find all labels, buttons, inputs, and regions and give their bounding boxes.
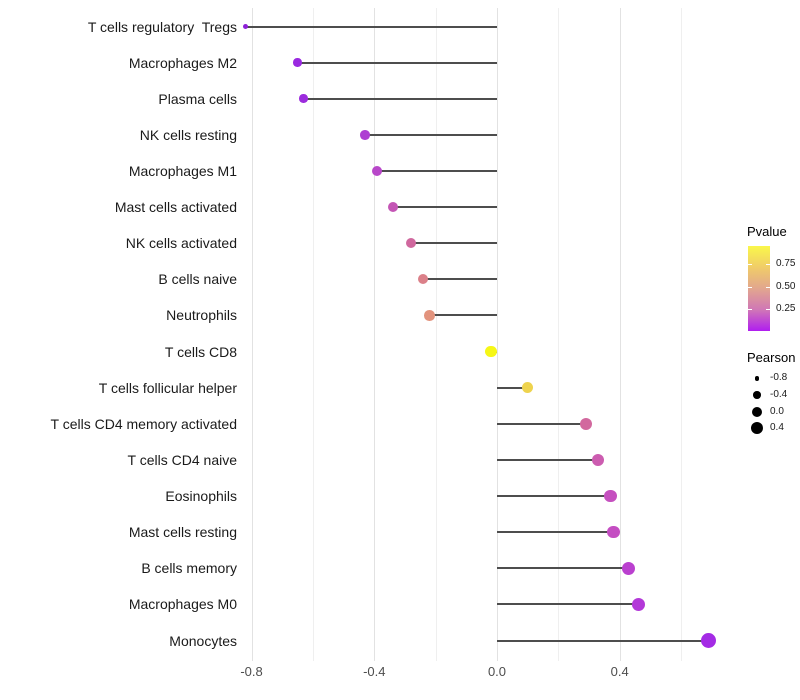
- y-axis-label: T cells CD4 naive: [127, 451, 237, 468]
- y-axis-label: T cells CD4 memory activated: [50, 415, 237, 432]
- y-axis-label: NK cells resting: [139, 126, 237, 143]
- pvalue-tick-label: 0.25: [776, 303, 796, 315]
- lollipop-dot: [622, 561, 636, 575]
- x-axis-tick-label: -0.8: [240, 664, 263, 679]
- pearson-size-label: 0.4: [770, 422, 784, 434]
- pearson-size-label: -0.4: [770, 389, 788, 400]
- lollipop-dot: [360, 130, 370, 140]
- lollipop-dot: [701, 633, 717, 649]
- lollipop-segment: [497, 458, 599, 461]
- pearson-legend-title: Pearson: [747, 350, 796, 365]
- y-axis-label: Mast cells activated: [114, 199, 237, 216]
- lollipop-segment: [303, 97, 497, 100]
- lollipop-segment: [392, 206, 497, 209]
- y-axis-label: Macrophages M0: [128, 596, 237, 613]
- major-gridline: [497, 8, 498, 661]
- major-gridline: [374, 8, 376, 661]
- lollipop-dot: [521, 381, 534, 394]
- y-axis-label: Mast cells resting: [128, 524, 237, 541]
- minor-gridline: [312, 8, 314, 661]
- pearson-size-dot: [751, 422, 763, 435]
- pvalue-gradient-bar: [748, 246, 770, 331]
- x-axis-tick-label: -0.4: [363, 664, 386, 679]
- lollipop-segment: [429, 314, 497, 317]
- pvalue-tick-mark: [766, 264, 770, 265]
- pvalue-tick-mark: [748, 286, 752, 288]
- minor-gridline: [435, 8, 437, 661]
- pearson-size-dot: [752, 406, 762, 417]
- y-axis-label: B cells naive: [158, 271, 237, 288]
- lollipop-dot: [387, 202, 398, 213]
- pvalue-tick-label: 0.50: [776, 280, 796, 292]
- lollipop-segment: [497, 639, 709, 642]
- minor-gridline: [558, 8, 560, 661]
- lollipop-segment: [245, 25, 497, 28]
- lollipop-dot: [418, 274, 429, 285]
- y-axis-label: Neutrophils: [166, 307, 237, 324]
- major-gridline: [619, 8, 621, 661]
- y-axis-label: T cells follicular helper: [98, 379, 237, 396]
- lollipop-segment: [497, 603, 639, 606]
- pearson-size-dot: [754, 376, 760, 381]
- minor-gridline: [681, 8, 683, 661]
- lollipop-dot: [592, 453, 605, 466]
- pearson-size-label: -0.8: [770, 372, 788, 384]
- y-axis-label: T cells CD8: [164, 343, 237, 360]
- lollipop-dot: [485, 345, 497, 358]
- lollipop-dot: [372, 165, 383, 176]
- pvalue-tick-mark: [748, 309, 752, 311]
- lollipop-segment: [297, 61, 497, 64]
- x-axis-tick-label: 0.4: [610, 664, 629, 679]
- lollipop-segment: [365, 133, 497, 136]
- pvalue-tick-mark: [766, 309, 770, 311]
- y-axis-label: T cells regulatory Tregs: [87, 18, 237, 35]
- lollipop-dot: [607, 525, 620, 539]
- lollipop-segment: [497, 386, 528, 389]
- y-axis-label: Plasma cells: [158, 90, 237, 107]
- lollipop-dot: [631, 597, 645, 611]
- x-axis-tick-label: 0.0: [487, 664, 507, 679]
- lollipop-segment: [411, 242, 497, 245]
- y-axis-label: Macrophages M2: [128, 54, 237, 71]
- y-axis-label: Monocytes: [169, 632, 237, 649]
- lollipop-dot: [604, 489, 617, 503]
- major-gridline: [251, 8, 253, 661]
- y-axis-labels: T cells regulatory Tregs Macrophages M2 Pl…: [0, 0, 237, 700]
- lollipop-dot: [424, 310, 435, 321]
- pvalue-tick-mark: [766, 286, 770, 288]
- y-axis-label: B cells memory: [141, 560, 237, 577]
- lollipop-dot: [293, 58, 302, 67]
- lollipop-segment: [423, 278, 497, 281]
- lollipop-segment: [497, 422, 586, 425]
- lollipop-segment: [497, 531, 614, 534]
- pvalue-tick-label: 0.75: [776, 258, 796, 269]
- y-axis-label: NK cells activated: [125, 235, 237, 252]
- lollipop-dot: [405, 237, 417, 249]
- pearson-size-dot: [753, 391, 761, 399]
- y-axis-label: Macrophages M1: [128, 162, 237, 179]
- pearson-size-label: 0.0: [770, 405, 784, 417]
- lollipop-segment: [497, 567, 629, 570]
- pvalue-tick-mark: [748, 264, 752, 265]
- lollipop-dot: [579, 417, 592, 430]
- lollipop-segment: [377, 169, 497, 172]
- lollipop-dot: [242, 24, 248, 29]
- lollipop-dot: [299, 94, 308, 103]
- lollipop-segment: [497, 495, 611, 498]
- pvalue-legend-title: Pvalue: [747, 224, 787, 239]
- y-axis-label: Eosinophils: [165, 488, 237, 505]
